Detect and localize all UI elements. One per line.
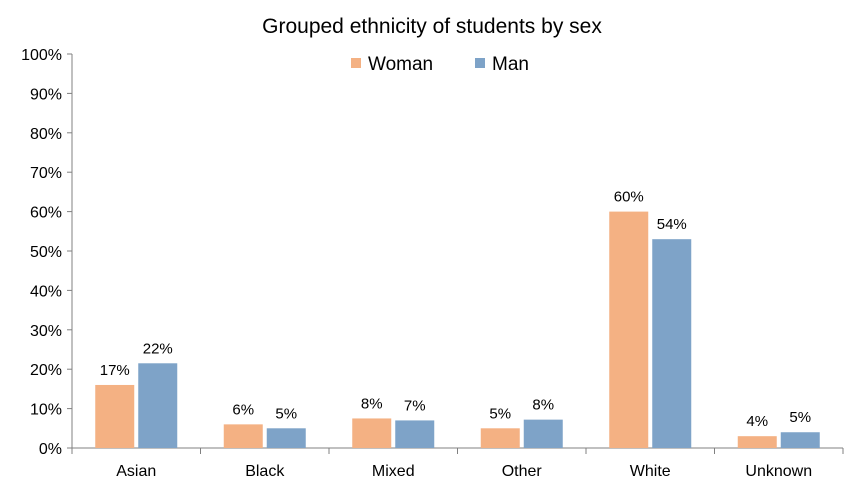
chart-title: Grouped ethnicity of students by sex [262, 15, 602, 38]
legend-swatch-man [475, 58, 485, 68]
data-label: 54% [657, 216, 687, 233]
data-label: 4% [746, 413, 768, 430]
x-tick-label: Unknown [745, 463, 812, 480]
bar-man-other [523, 419, 563, 448]
data-label: 6% [232, 401, 254, 418]
bar-man-mixed [395, 420, 435, 448]
x-tick-label: White [630, 463, 671, 480]
x-tick-label: Other [502, 463, 543, 480]
data-label: 7% [404, 397, 426, 414]
data-label: 17% [100, 362, 130, 379]
y-tick-label: 10% [30, 402, 62, 419]
y-tick-label: 50% [30, 244, 62, 261]
legend-swatch-woman [351, 58, 361, 68]
x-tick-label: Asian [116, 463, 156, 480]
data-label: 8% [532, 397, 554, 414]
data-label: 5% [789, 409, 811, 426]
data-label: 22% [143, 340, 173, 357]
legend-label-woman: Woman [368, 54, 433, 75]
y-tick-label: 0% [39, 441, 62, 458]
data-label: 5% [489, 405, 511, 422]
legend: Woman Man [351, 54, 529, 75]
y-tick-label: 30% [30, 323, 62, 340]
bar-woman-unknown [737, 436, 777, 448]
bar-woman-other [480, 428, 520, 448]
bar-man-asian [138, 363, 178, 448]
data-label: 5% [275, 405, 297, 422]
x-tick-label: Mixed [372, 463, 415, 480]
data-labels: 17% 22% 6% 5% 8% 7% 5% 8% 60% 54% 4% 5% [100, 189, 811, 431]
bar-woman-black [223, 424, 263, 448]
legend-label-man: Man [492, 54, 529, 75]
y-tick-label: 20% [30, 362, 62, 379]
bar-woman-white [609, 211, 649, 448]
x-tick-label: Black [245, 463, 285, 480]
y-tick-label: 70% [30, 165, 62, 182]
y-tick-label: 60% [30, 205, 62, 222]
bar-woman-asian [95, 384, 135, 448]
bar-woman-mixed [352, 418, 392, 448]
y-tick-label: 80% [30, 126, 62, 143]
y-tick-label: 40% [30, 283, 62, 300]
bar-man-unknown [780, 432, 820, 448]
bar-man-black [266, 428, 306, 448]
bar-man-white [652, 239, 692, 448]
data-label: 60% [614, 189, 644, 206]
y-tick-label: 90% [30, 86, 62, 103]
data-label: 8% [361, 395, 383, 412]
bars [95, 211, 820, 448]
y-axis: 0% 10% 20% 30% 40% 50% 60% 70% 80% 90% 100% [21, 47, 73, 458]
y-tick-label: 100% [21, 47, 62, 64]
x-axis: Asian Black Mixed Other White Unknown [71, 447, 844, 480]
